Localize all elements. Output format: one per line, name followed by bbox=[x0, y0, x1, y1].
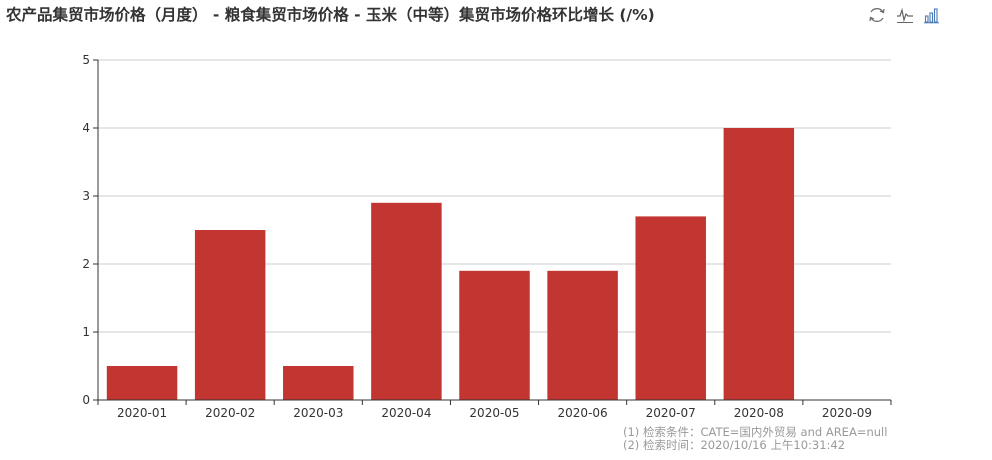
bar-chart-icon[interactable] bbox=[923, 6, 941, 24]
query-footer: (1) 检索条件：CATE=国内外贸易 and AREA=null (2) 检索… bbox=[623, 426, 887, 452]
chart-title: 农产品集贸市场价格（月度） - 粮食集贸市场价格 - 玉米（中等）集贸市场价格环… bbox=[6, 6, 655, 24]
x-tick-label: 2020-01 bbox=[117, 406, 167, 420]
x-tick-label: 2020-05 bbox=[469, 406, 519, 420]
bar bbox=[106, 366, 178, 400]
bar bbox=[723, 128, 795, 400]
x-tick-label: 2020-07 bbox=[646, 406, 696, 420]
y-tick-label: 4 bbox=[82, 121, 90, 135]
bar bbox=[635, 216, 706, 400]
x-tick-label: 2020-08 bbox=[734, 406, 784, 420]
y-tick-label: 0 bbox=[82, 393, 90, 407]
query-conditions: (1) 检索条件：CATE=国内外贸易 and AREA=null bbox=[623, 425, 888, 439]
bar bbox=[547, 270, 618, 400]
bar bbox=[459, 270, 530, 400]
x-tick-label: 2020-09 bbox=[822, 406, 872, 420]
bar bbox=[194, 230, 266, 400]
bar bbox=[283, 366, 354, 400]
y-tick-label: 1 bbox=[82, 325, 90, 339]
x-tick-label: 2020-06 bbox=[558, 406, 608, 420]
y-tick-label: 3 bbox=[82, 189, 90, 203]
x-tick-label: 2020-04 bbox=[381, 406, 431, 420]
bars bbox=[106, 128, 795, 400]
y-tick-label: 5 bbox=[82, 53, 90, 67]
axes: 0 1 2 3 4 5 2020-01 2020-02 2020-03 2020-04 2020-0… bbox=[82, 53, 892, 420]
query-time: (2) 检索时间：2020/10/16 上午10:31:42 bbox=[623, 438, 846, 452]
bar bbox=[371, 202, 442, 400]
restore-icon[interactable] bbox=[868, 6, 886, 24]
y-tick-label: 2 bbox=[82, 257, 90, 271]
x-tick-label: 2020-03 bbox=[293, 406, 343, 420]
x-tick-label: 2020-02 bbox=[205, 406, 255, 420]
line-chart-icon[interactable] bbox=[896, 6, 914, 24]
